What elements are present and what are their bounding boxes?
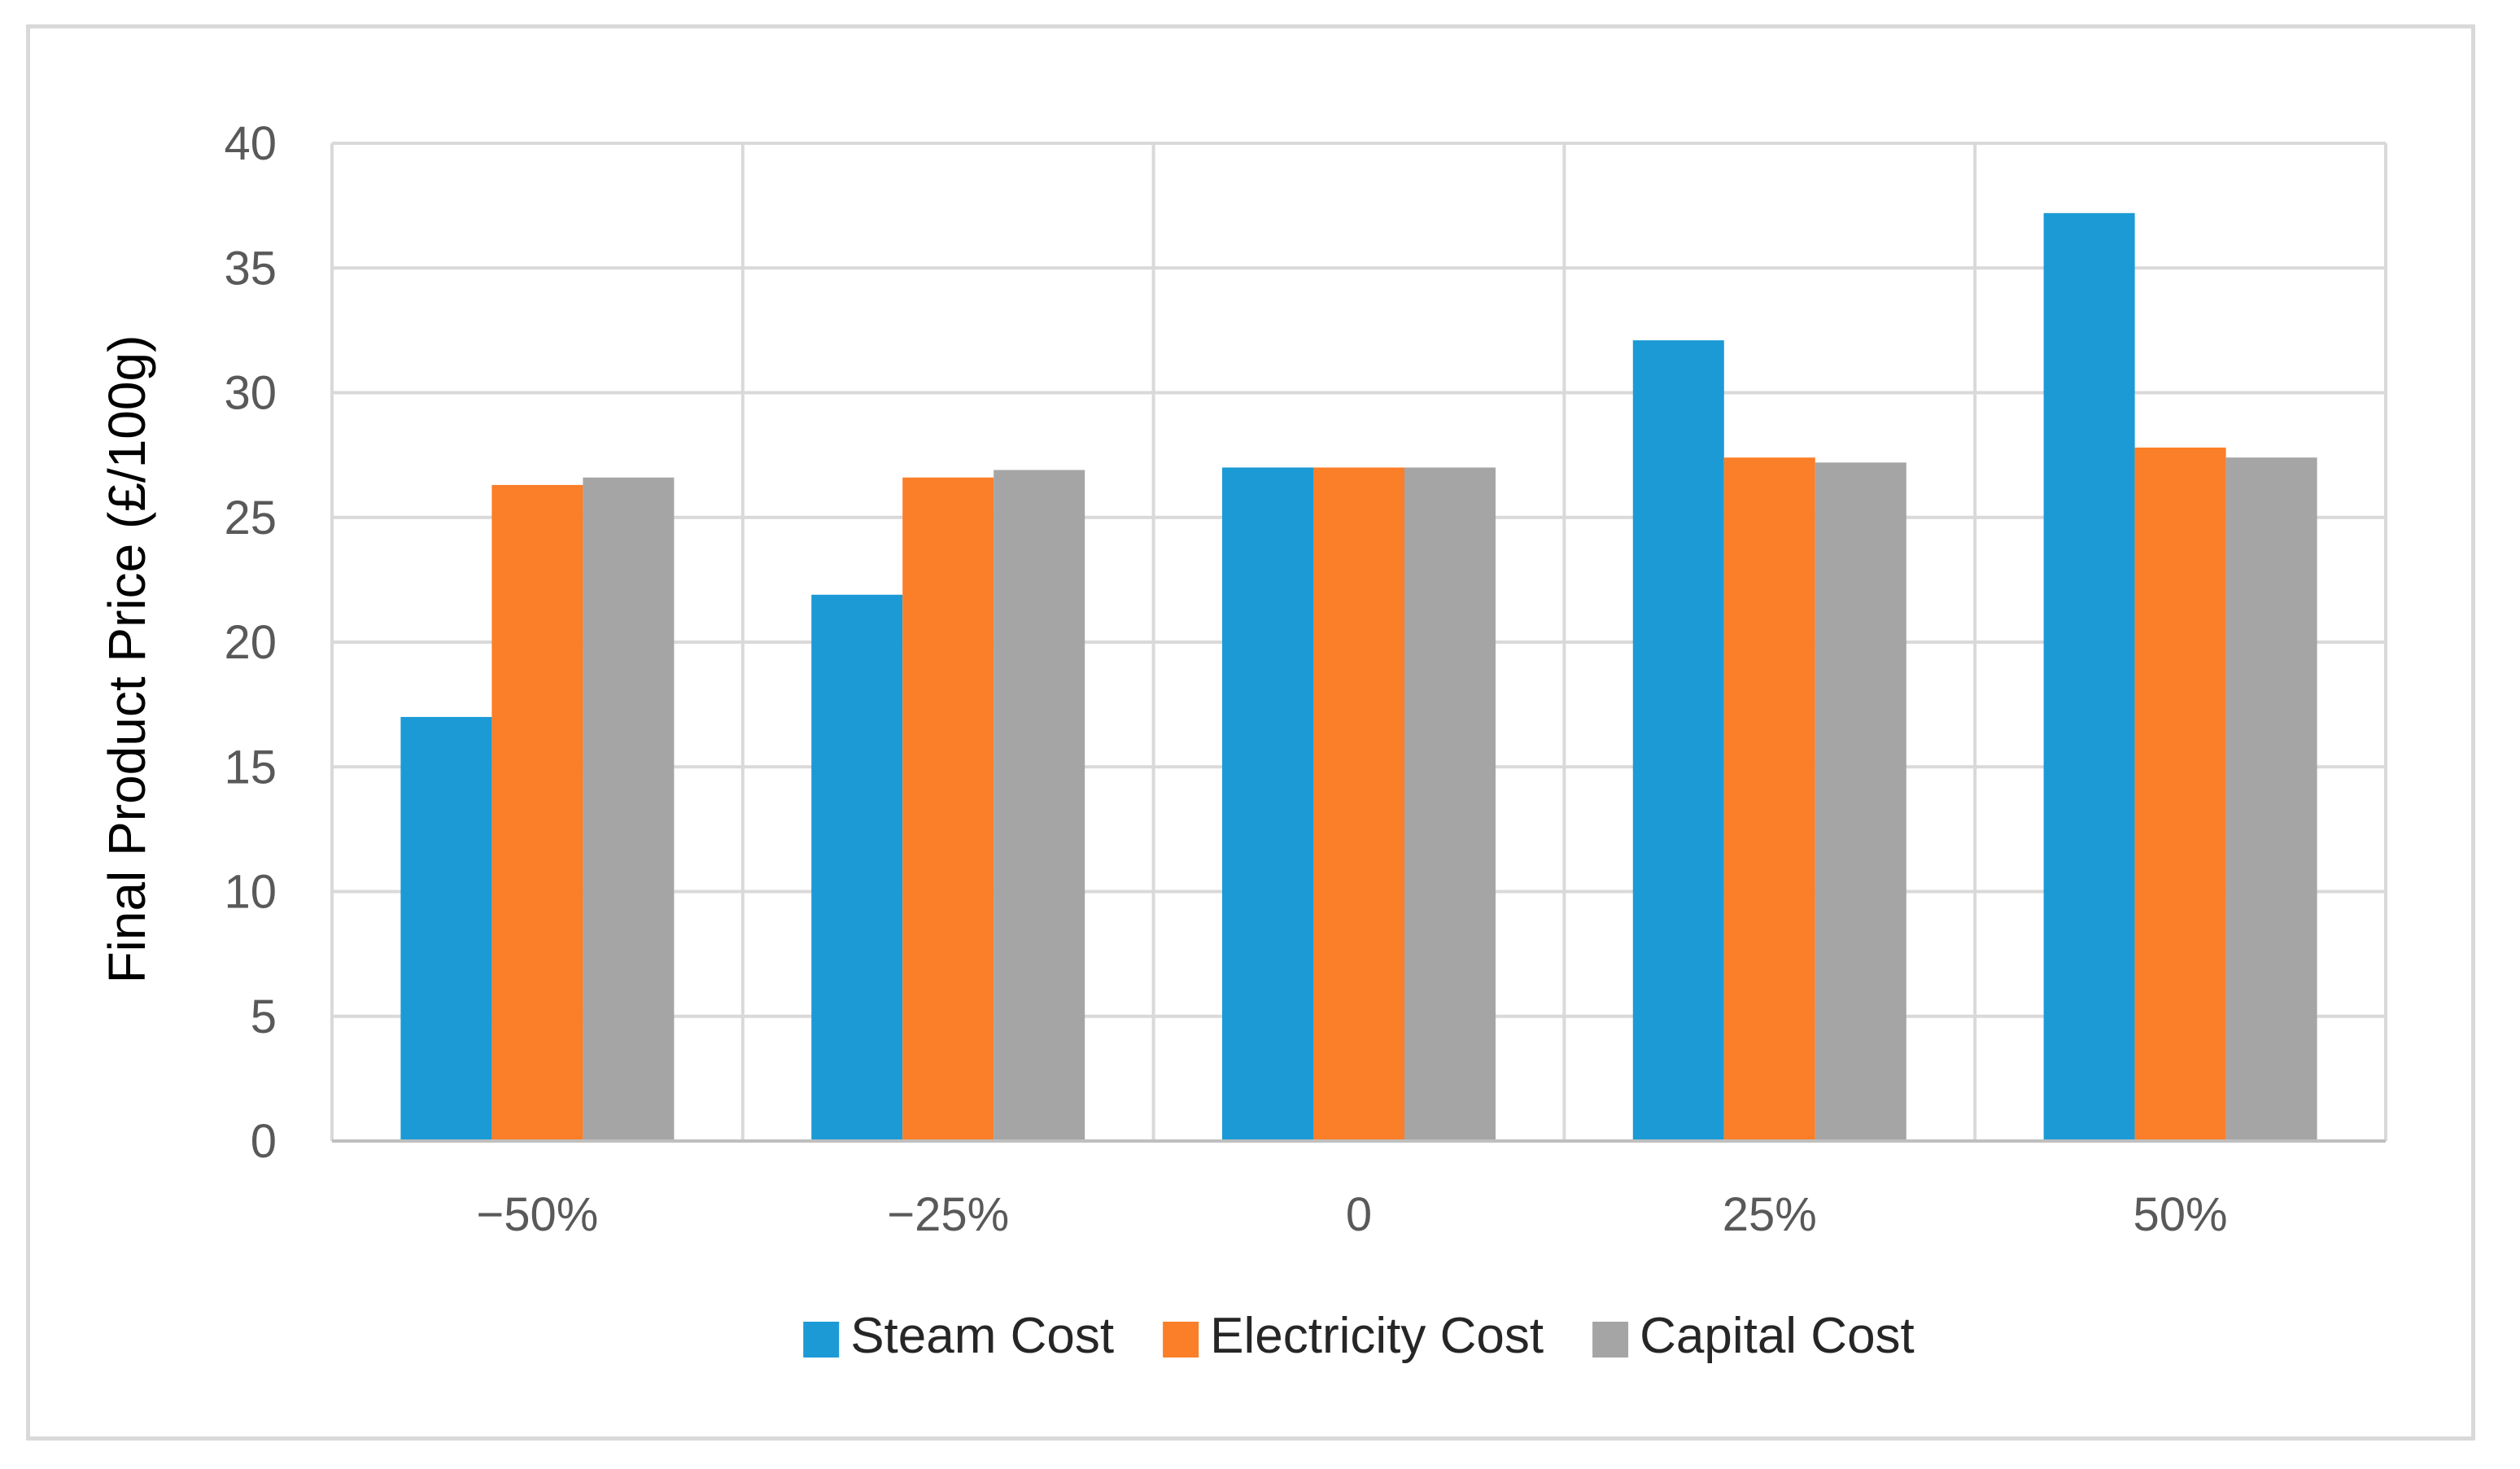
legend-swatch: [1592, 1322, 1629, 1358]
bar-electricity-cost: [902, 477, 994, 1141]
legend: Steam Cost Electricity Cost Capital Cost: [803, 1308, 1915, 1364]
bar-electricity-cost: [1313, 467, 1404, 1141]
bar-steam-cost: [2043, 212, 2135, 1141]
bar-capital-cost: [1815, 462, 1906, 1141]
y-tick-label: 20: [224, 616, 277, 669]
bar-capital-cost: [994, 470, 1085, 1141]
y-tick-label: 0: [251, 1115, 277, 1168]
legend-item: Steam Cost: [803, 1308, 1114, 1364]
bars: [400, 212, 2317, 1141]
bar-electricity-cost: [2134, 447, 2226, 1141]
y-tick-label: 5: [251, 990, 277, 1043]
x-tick-label: 0: [1346, 1188, 1372, 1241]
x-tick-label: 25%: [1723, 1188, 1817, 1241]
x-tick-labels: −50% −25% 0 25% 50%: [476, 1188, 2227, 1241]
bar-electricity-cost: [1723, 457, 1815, 1141]
bar-steam-cost: [1632, 340, 1724, 1141]
bar-steam-cost: [811, 594, 903, 1141]
legend-item: Electricity Cost: [1163, 1308, 1544, 1364]
y-tick-label: 15: [224, 741, 277, 794]
y-tick-label: 40: [224, 117, 277, 170]
bar-capital-cost: [583, 477, 675, 1141]
x-tick-label: 50%: [2133, 1188, 2228, 1241]
y-tick-labels: 0 5 10 15 20 25 30 35 40: [224, 117, 277, 1168]
legend-label: Electricity Cost: [1210, 1308, 1544, 1364]
bar-capital-cost: [1404, 467, 1496, 1141]
y-tick-label: 25: [224, 492, 277, 544]
y-tick-label: 35: [224, 242, 277, 295]
x-tick-label: −50%: [476, 1188, 598, 1241]
legend-label: Capital Cost: [1640, 1308, 1915, 1364]
y-tick-label: 30: [224, 367, 277, 420]
bar-steam-cost: [1222, 467, 1313, 1141]
bar-steam-cost: [400, 716, 492, 1141]
legend-swatch: [803, 1322, 840, 1358]
legend-item: Capital Cost: [1592, 1308, 1915, 1364]
y-tick-label: 10: [224, 866, 277, 919]
y-axis-label: Final Product Price (£/100g): [98, 335, 156, 984]
legend-swatch: [1163, 1322, 1199, 1358]
bar-capital-cost: [2225, 457, 2317, 1141]
x-tick-label: −25%: [887, 1188, 1009, 1241]
legend-label: Steam Cost: [850, 1308, 1114, 1364]
bar-electricity-cost: [491, 484, 583, 1141]
